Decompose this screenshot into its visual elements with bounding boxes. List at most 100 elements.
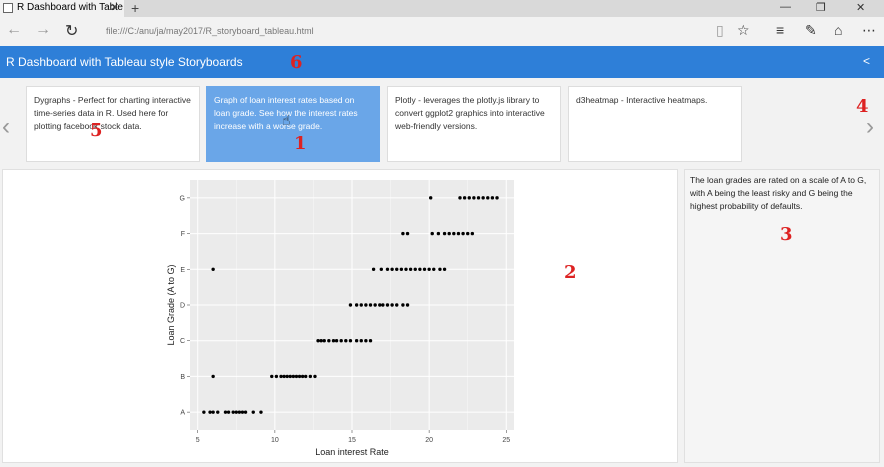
data-point xyxy=(495,196,499,200)
y-tick-label: C xyxy=(180,338,185,345)
y-tick-label: G xyxy=(180,195,185,202)
data-points xyxy=(202,196,499,414)
data-point xyxy=(456,231,461,236)
data-point xyxy=(395,267,399,271)
data-point xyxy=(316,339,320,343)
data-point xyxy=(422,267,427,271)
refresh-icon[interactable]: ↻ xyxy=(65,23,79,40)
data-point xyxy=(461,231,465,236)
page-icon xyxy=(3,3,13,13)
data-point xyxy=(442,231,447,236)
data-point xyxy=(300,374,305,379)
data-point xyxy=(234,410,238,414)
data-point xyxy=(401,231,405,236)
story-card-d3heatmap[interactable]: d3heatmap - Interactive heatmaps. xyxy=(568,86,742,162)
data-point xyxy=(240,410,245,414)
y-tick-label: D xyxy=(180,303,185,310)
data-point xyxy=(462,196,467,200)
data-point xyxy=(216,410,220,414)
data-point xyxy=(259,410,263,414)
tab-title: R Dashboard with Table xyxy=(17,2,123,13)
data-point xyxy=(470,231,475,236)
commentary-pane xyxy=(684,169,880,463)
x-tick-label: 25 xyxy=(502,437,510,444)
favorite-star-icon[interactable]: ☆ xyxy=(737,22,750,38)
data-point xyxy=(405,231,410,236)
data-point xyxy=(331,339,336,343)
data-point xyxy=(390,303,394,307)
data-point xyxy=(237,410,242,414)
back-icon[interactable]: ← xyxy=(6,21,22,38)
data-point xyxy=(322,339,326,343)
data-point xyxy=(348,339,353,343)
data-point xyxy=(490,196,495,200)
story-card-loan-grades[interactable]: Graph of loan interest rates based on lo… xyxy=(206,86,380,162)
data-point xyxy=(270,374,274,379)
y-tick-label: E xyxy=(180,267,185,274)
data-point xyxy=(313,374,317,379)
app-header: R Dashboard with Tableau style Storyboar… xyxy=(0,46,884,78)
data-point xyxy=(401,303,405,307)
address-bar-row xyxy=(0,17,884,46)
new-tab-button[interactable]: + xyxy=(131,0,140,16)
data-point xyxy=(390,267,394,271)
data-point xyxy=(327,339,331,343)
data-point xyxy=(319,339,323,343)
share-icon[interactable]: < xyxy=(863,54,871,68)
forward-icon[interactable]: → xyxy=(35,21,51,38)
share-browser-icon[interactable]: ⌂ xyxy=(834,22,843,38)
x-tick-label: 20 xyxy=(425,437,433,444)
next-story-arrow-icon[interactable]: › xyxy=(866,113,874,140)
data-point xyxy=(359,303,363,307)
annotation-1: 1 xyxy=(294,133,307,154)
data-point xyxy=(297,374,302,379)
data-point xyxy=(211,267,215,271)
data-point xyxy=(223,410,228,414)
hub-icon[interactable]: ≡ xyxy=(776,22,785,38)
restore-button[interactable]: ❐ xyxy=(816,2,826,14)
story-card-text: Plotly - leverages the plotly.js library… xyxy=(395,95,545,131)
annotation-5: 5 xyxy=(90,120,103,141)
data-point xyxy=(438,267,442,271)
story-card-plotly[interactable]: Plotly - leverages the plotly.js library… xyxy=(387,86,561,162)
url-field[interactable]: file:///C:/anu/ja/may2017/R_storyboard_t… xyxy=(106,26,314,36)
data-point xyxy=(413,267,417,271)
data-point xyxy=(430,231,434,236)
annotation-2: 2 xyxy=(564,262,577,283)
data-point xyxy=(285,374,289,379)
prev-story-arrow-icon[interactable]: ‹ xyxy=(2,113,10,140)
data-point xyxy=(344,339,348,343)
browser-tab[interactable]: R Dashboard with Table ✕ xyxy=(0,0,124,17)
tab-close-icon[interactable]: ✕ xyxy=(110,2,120,14)
data-point xyxy=(304,374,308,379)
data-point xyxy=(368,339,373,343)
data-point xyxy=(373,303,377,307)
mouse-cursor-icon: ☝ xyxy=(282,112,291,128)
data-point xyxy=(354,339,359,343)
story-card-dygraphs[interactable]: Dygraphs - Perfect for charting interact… xyxy=(26,86,200,162)
data-point xyxy=(418,267,422,271)
data-point xyxy=(427,267,431,271)
reading-view-icon[interactable]: ▯ xyxy=(716,22,724,38)
story-card-text: Graph of loan interest rates based on lo… xyxy=(214,95,358,131)
more-icon[interactable]: ⋯ xyxy=(862,22,876,38)
data-point xyxy=(381,303,385,307)
x-tick-label: 5 xyxy=(196,437,200,444)
data-point xyxy=(379,267,384,271)
annotation-6: 6 xyxy=(290,52,303,73)
data-point xyxy=(447,231,451,236)
story-card-text: d3heatmap - Interactive heatmaps. xyxy=(576,95,708,105)
data-point xyxy=(467,196,471,200)
data-point xyxy=(481,196,485,200)
web-note-icon[interactable]: ✎ xyxy=(805,22,817,38)
data-point xyxy=(385,267,390,271)
close-window-button[interactable]: ✕ xyxy=(856,2,866,14)
data-point xyxy=(243,410,248,414)
data-point xyxy=(476,196,481,200)
data-point xyxy=(399,267,404,271)
data-point xyxy=(385,303,390,307)
minimize-button[interactable]: — xyxy=(780,1,791,13)
data-point xyxy=(282,374,286,379)
page-title: R Dashboard with Tableau style Storyboar… xyxy=(6,55,243,69)
data-point xyxy=(404,267,408,271)
